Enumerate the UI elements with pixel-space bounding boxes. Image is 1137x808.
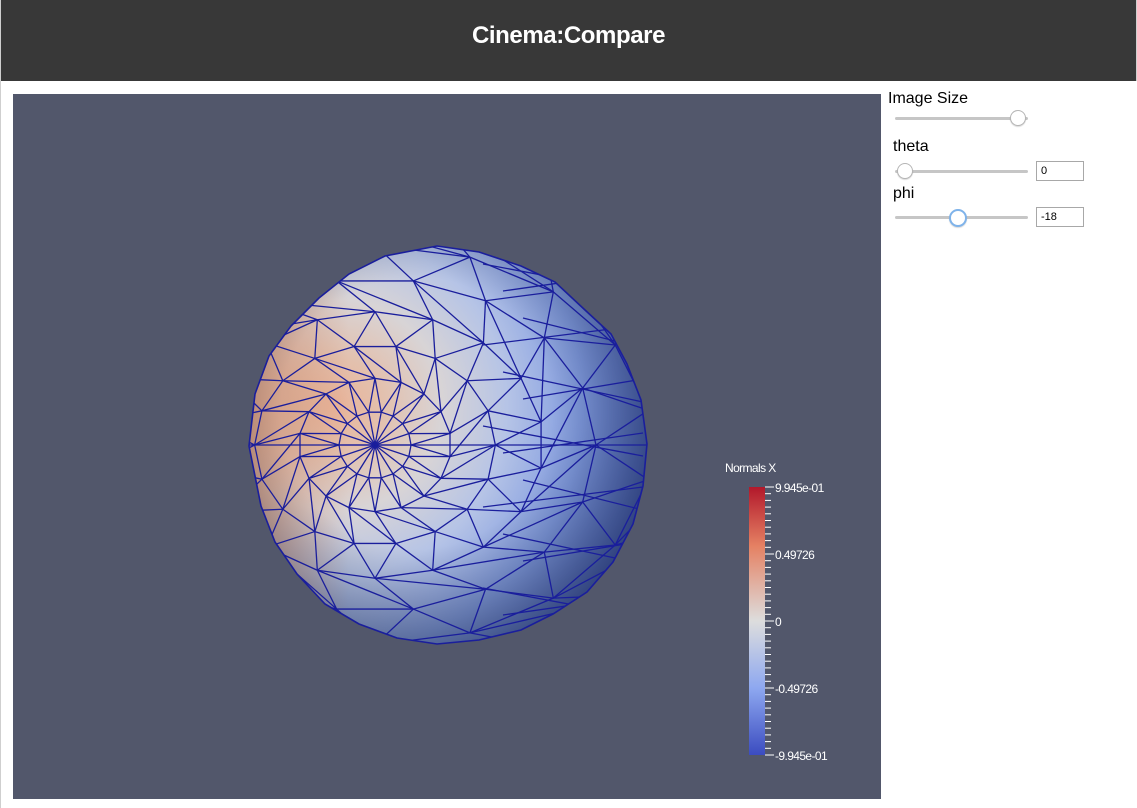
color-legend: Normals X 9.945e-01 0.49726 0 -0.49726 -… — [725, 461, 829, 763]
app-title: Cinema:Compare — [471, 22, 666, 49]
phi-label: phi — [893, 185, 915, 202]
theta-slider-thumb[interactable] — [897, 163, 913, 179]
image-size-slider-track[interactable] — [895, 117, 1028, 120]
legend-colorbar — [749, 487, 765, 755]
page-border — [0, 81, 1, 808]
render-image: Normals X 9.945e-01 0.49726 0 -0.49726 -… — [248, 245, 829, 763]
theta-input[interactable] — [1036, 161, 1084, 181]
app-header: Cinema:Compare — [0, 0, 1137, 81]
sphere-mesh — [248, 245, 648, 645]
legend-tick-label: 0.49726 — [775, 548, 815, 562]
image-size-label: Image Size — [888, 90, 969, 107]
legend-title: Normals X — [725, 461, 776, 475]
render-viewport[interactable]: Normals X 9.945e-01 0.49726 0 -0.49726 -… — [13, 94, 881, 799]
phi-input[interactable] — [1036, 207, 1084, 227]
theta-slider-track[interactable] — [895, 170, 1028, 173]
legend-tick-label: 0 — [775, 615, 782, 629]
phi-slider-thumb[interactable] — [949, 209, 967, 227]
legend-tick-label: -9.945e-01 — [775, 749, 828, 763]
image-size-slider-thumb[interactable] — [1010, 110, 1026, 126]
legend-tick-label: 9.945e-01 — [775, 481, 825, 495]
legend-tick-label: -0.49726 — [775, 682, 818, 696]
theta-label: theta — [893, 138, 929, 155]
